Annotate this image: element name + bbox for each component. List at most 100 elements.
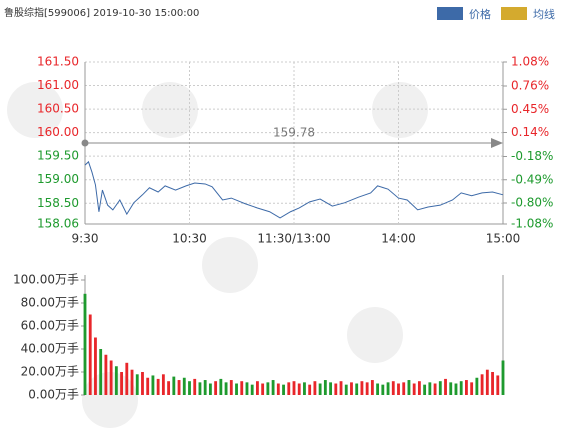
y2-tick-label: -1.08% bbox=[511, 217, 553, 231]
x-tick-label: 9:30 bbox=[72, 232, 99, 246]
volume-bar bbox=[465, 380, 468, 395]
volume-bar bbox=[83, 293, 87, 395]
volume-bar bbox=[376, 383, 380, 395]
volume-bar bbox=[88, 314, 92, 395]
volume-bar bbox=[355, 383, 359, 395]
y-tick-label: 0.00万手 bbox=[28, 388, 79, 402]
volume-bar bbox=[444, 378, 447, 395]
volume-bar bbox=[360, 381, 364, 395]
volume-bar bbox=[397, 383, 400, 395]
x-tick-label: 14:00 bbox=[381, 232, 416, 246]
y-tick-label: 158.50 bbox=[37, 196, 79, 210]
volume-bar bbox=[198, 382, 202, 395]
volume-bar bbox=[402, 382, 406, 395]
legend-label: 价格 bbox=[469, 7, 491, 21]
volume-bar bbox=[391, 381, 395, 395]
volume-bar bbox=[308, 384, 312, 395]
volume-bar bbox=[365, 382, 369, 395]
y2-tick-label: 0.45% bbox=[511, 102, 549, 116]
volume-bar bbox=[219, 378, 223, 395]
volume-bar bbox=[120, 372, 123, 395]
volume-bar bbox=[407, 380, 411, 395]
volume-bar bbox=[256, 381, 259, 395]
volume-bar bbox=[323, 380, 327, 395]
volume-bar bbox=[135, 374, 139, 395]
price-line bbox=[84, 160, 504, 219]
volume-bar bbox=[266, 382, 270, 395]
y-tick-label: 160.00 bbox=[37, 125, 79, 139]
y-tick-label: 159.50 bbox=[37, 149, 79, 163]
y-tick-label: 80.00万手 bbox=[21, 296, 79, 310]
watermark bbox=[7, 82, 428, 428]
volume-bar bbox=[271, 380, 275, 395]
legend-swatch bbox=[501, 7, 527, 20]
volume-bar bbox=[282, 384, 285, 395]
y2-tick-label: -0.49% bbox=[511, 172, 553, 186]
y-tick-label: 40.00万手 bbox=[21, 342, 79, 356]
volume-bar bbox=[454, 383, 458, 395]
volume-bar bbox=[433, 383, 437, 395]
volume-bar bbox=[381, 384, 385, 395]
volume-bar bbox=[417, 381, 421, 395]
volume-bar bbox=[214, 381, 218, 395]
reference-arrow bbox=[491, 138, 503, 148]
x-tick-label: 15:00 bbox=[486, 232, 521, 246]
volume-bar bbox=[229, 380, 233, 395]
volume-bar bbox=[161, 374, 165, 395]
volume-bar bbox=[329, 382, 332, 395]
volume-bar bbox=[193, 378, 197, 395]
y-tick-label: 60.00万手 bbox=[21, 319, 79, 333]
volume-bar bbox=[99, 349, 103, 395]
volume-bar bbox=[423, 384, 427, 395]
volume-bar bbox=[261, 383, 265, 395]
y2-tick-label: 0.14% bbox=[511, 125, 549, 139]
volume-bar bbox=[250, 384, 254, 395]
volume-bar bbox=[208, 383, 212, 395]
volume-bar bbox=[177, 380, 181, 395]
legend-label: 均线 bbox=[533, 7, 555, 21]
reference-label: 159.78 bbox=[273, 126, 315, 140]
volume-bar bbox=[459, 381, 463, 395]
volume-bar bbox=[438, 381, 442, 395]
y-tick-label: 161.50 bbox=[37, 55, 79, 69]
volume-bar bbox=[94, 337, 97, 395]
y-tick-label: 20.00万手 bbox=[21, 365, 79, 379]
y2-tick-label: -0.80% bbox=[511, 196, 553, 210]
volume-bar bbox=[151, 375, 155, 395]
volume-bar bbox=[109, 360, 113, 395]
volume-bar bbox=[480, 374, 484, 395]
volume-bar bbox=[146, 377, 150, 395]
volume-bar bbox=[156, 378, 160, 395]
volume-bar bbox=[475, 377, 479, 395]
header-title: 鲁股综指[599006] 2019-10-30 15:00:00 bbox=[4, 6, 199, 19]
volume-bar bbox=[318, 383, 322, 395]
volume-bar bbox=[172, 376, 176, 395]
y2-tick-label: 1.08% bbox=[511, 55, 549, 69]
volume-bar bbox=[303, 382, 306, 395]
volume-bar bbox=[130, 369, 134, 395]
volume-bar bbox=[370, 380, 374, 395]
volume-bar bbox=[428, 382, 432, 395]
volume-bar bbox=[292, 381, 296, 395]
volume-bar bbox=[449, 382, 453, 395]
volume-bar bbox=[491, 372, 494, 395]
volume-bar bbox=[350, 382, 353, 395]
y-tick-label: 159.00 bbox=[37, 172, 79, 186]
volume-bar bbox=[287, 382, 291, 395]
volume-bar bbox=[240, 381, 244, 395]
volume-bar bbox=[386, 382, 390, 395]
volume-bar bbox=[114, 366, 118, 395]
volume-bar bbox=[141, 372, 144, 395]
volume-bar bbox=[339, 381, 343, 395]
volume-bar bbox=[297, 383, 301, 395]
x-tick-label: 10:30 bbox=[172, 232, 207, 246]
volume-bar bbox=[334, 383, 338, 395]
legend-swatch bbox=[437, 7, 463, 20]
volume-bar bbox=[167, 381, 171, 395]
volume-bar bbox=[344, 384, 348, 395]
volume-bar bbox=[485, 369, 489, 395]
volume-bar bbox=[470, 382, 474, 395]
volume-bar bbox=[496, 375, 500, 395]
x-tick-label: 11:30/13:00 bbox=[257, 232, 330, 246]
volume-bar bbox=[313, 381, 317, 395]
